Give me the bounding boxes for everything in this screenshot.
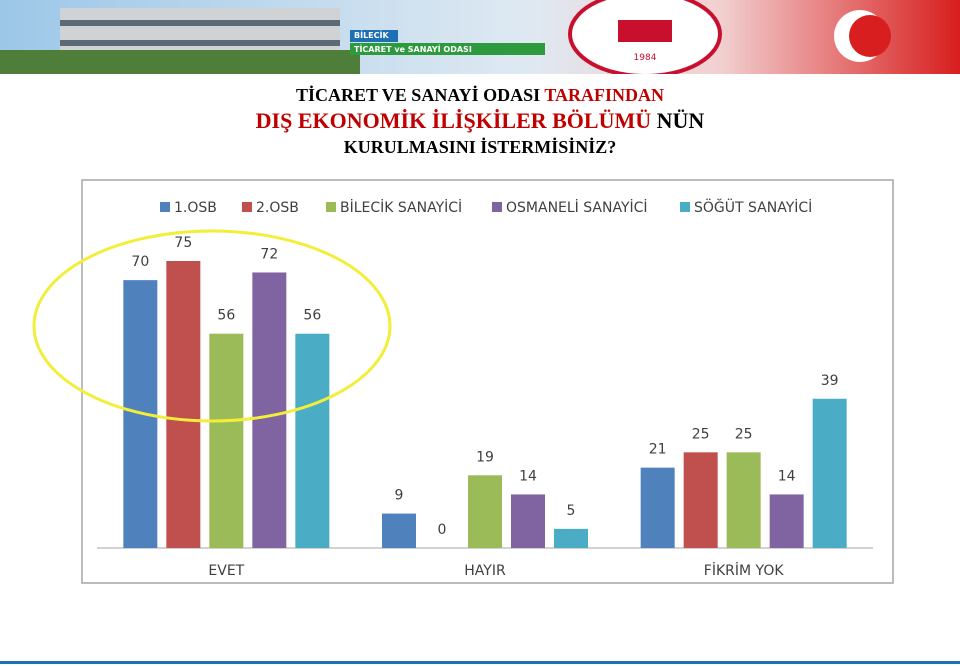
legend-label: 2.OSB (256, 200, 299, 216)
title-segment: TİCARET VE SANAYİ ODASI (295, 85, 545, 105)
bar (166, 261, 201, 548)
bar (511, 494, 545, 548)
title-line: KURULMASINI İSTERMİSİNİZ? (0, 134, 960, 160)
legend-swatch (242, 202, 252, 212)
banner-org: TİCARET ve SANAYİ ODASI (354, 44, 472, 54)
logo-year: 1984 (634, 53, 657, 63)
label-box (350, 43, 545, 55)
footer-line (0, 661, 960, 664)
x-tick-label: FİKRİM YOK (704, 561, 785, 579)
logo-emblem (618, 20, 672, 42)
title: TİCARET VE SANAYİ ODASI TARAFINDAN DIŞ EK… (0, 82, 960, 160)
data-label: 21 (649, 442, 667, 458)
x-tick-label: HAYIR (464, 563, 506, 579)
bar (640, 467, 675, 548)
legend-swatch (160, 202, 170, 212)
data-label: 14 (778, 468, 796, 484)
data-label: 75 (174, 235, 192, 251)
legend-label: BİLECİK SANAYİCİ (340, 198, 462, 216)
banner: BİLECİK TİCARET ve SANAYİ ODASI 1984 (0, 0, 960, 74)
data-label: 70 (131, 254, 149, 270)
legend-label: OSMANELİ SANAYİCİ (506, 198, 648, 216)
title-segment: NÜN (651, 108, 705, 133)
legend-swatch (492, 202, 502, 212)
chart: 1.OSB 2.OSB BİLECİK SANAYİCİ OSMANELİ SANAY… (81, 179, 894, 584)
data-label: 14 (519, 468, 537, 484)
data-label: 25 (692, 426, 710, 442)
bar (123, 280, 158, 548)
data-label: 25 (735, 426, 753, 442)
title-segment: TARAFINDAN (544, 85, 665, 105)
banner-city: BİLECİK (354, 30, 389, 40)
bar (252, 272, 287, 548)
x-tick-label: EVET (208, 563, 244, 579)
crescent-cut (849, 15, 891, 57)
bar (382, 513, 416, 548)
bar (209, 333, 244, 548)
bar (468, 475, 502, 548)
title-segment: KURULMASINI İSTERMİSİNİZ? (343, 137, 617, 157)
building-stripe (60, 20, 340, 26)
building-stripe (60, 40, 340, 46)
legend-label: SÖĞÜT SANAYİCİ (694, 198, 812, 216)
data-label: 9 (395, 488, 404, 504)
data-label: 72 (260, 246, 278, 262)
bar (554, 528, 588, 548)
label-box (350, 30, 398, 42)
bar (812, 398, 847, 548)
data-label: 56 (303, 308, 321, 324)
bar (295, 333, 330, 548)
legend-swatch (680, 202, 690, 212)
title-segment: DIŞ EKONOMİK İLİŞKİLER BÖLÜMÜ (255, 108, 652, 133)
legend-swatch (326, 202, 336, 212)
data-label: 5 (567, 503, 576, 519)
bar (683, 452, 718, 548)
bar (769, 494, 804, 548)
data-label: 56 (217, 308, 235, 324)
data-label: 39 (821, 373, 839, 389)
bar (726, 452, 761, 548)
legend-label: 1.OSB (174, 200, 217, 216)
title-line: TİCARET VE SANAYİ ODASI TARAFINDAN (0, 82, 960, 108)
data-label: 19 (476, 449, 494, 465)
data-label: 0 (438, 522, 447, 538)
title-line: DIŞ EKONOMİK İLİŞKİLER BÖLÜMÜ NÜN (0, 108, 960, 134)
trees (0, 50, 360, 74)
